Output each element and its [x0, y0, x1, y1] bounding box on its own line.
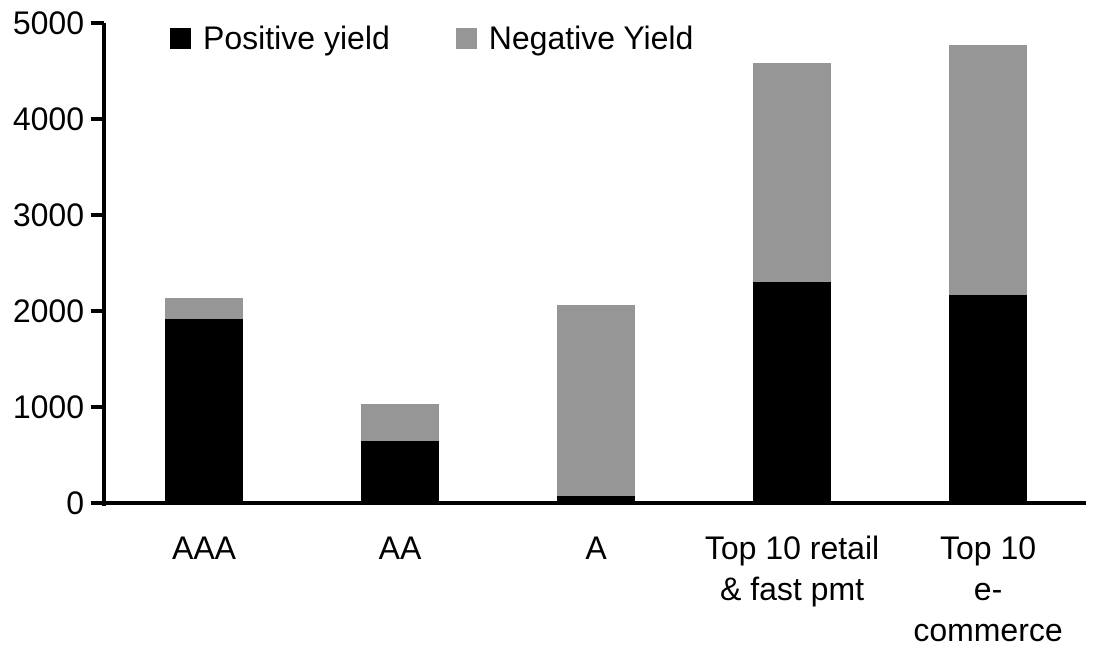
y-tick-4000 [91, 117, 104, 121]
bar-top-10-retail-fast-pmt [753, 63, 831, 501]
bar-segment-positive-yield-a [557, 496, 635, 501]
x-category-label-top-10-retail-fast-pmt: Top 10 retail & fast pmt [704, 530, 880, 607]
y-tick-3000 [91, 213, 104, 217]
y-tick-1000 [91, 405, 104, 409]
bar-segment-positive-yield-top-10-retail-fast-pmt [753, 282, 831, 501]
bar-aaa [165, 297, 243, 501]
x-category-label-top-10-e-commerce: Top 10 e-commerce [913, 530, 1063, 648]
y-tick-label-2000: 2000 [12, 293, 84, 329]
bar-segment-negative-yield-top-10-retail-fast-pmt [753, 63, 831, 283]
bar-segment-positive-yield-top-10-e-commerce [949, 295, 1027, 501]
plot-area [102, 23, 1086, 506]
legend-item-negative-yield: Negative Yield [455, 20, 694, 56]
y-axis-line [102, 23, 106, 506]
bar-segment-negative-yield-a [557, 305, 635, 497]
x-category-label-aaa: AAA [171, 530, 237, 566]
y-tick-label-0: 0 [66, 485, 84, 521]
y-tick-2000 [91, 309, 104, 313]
bar-top-10-e-commerce [949, 44, 1027, 501]
positive-yield-swatch-icon [170, 27, 191, 49]
bar-segment-positive-yield-aaa [165, 318, 243, 501]
bar-segment-negative-yield-aa [361, 404, 439, 441]
bar-segment-negative-yield-aaa [165, 297, 243, 319]
x-category-label-aa: AA [378, 530, 422, 566]
bar-segment-positive-yield-aa [361, 440, 439, 501]
y-tick-5000 [91, 21, 104, 25]
y-tick-label-3000: 3000 [12, 197, 84, 233]
bar-aa [361, 404, 439, 501]
legend-label-positive-yield: Positive yield [203, 20, 390, 56]
bar-segment-negative-yield-top-10-e-commerce [949, 44, 1027, 296]
legend-label-negative-yield: Negative Yield [488, 20, 694, 56]
y-tick-0 [91, 501, 104, 505]
x-category-label-a: A [585, 530, 607, 566]
x-axis-line [102, 501, 1086, 505]
y-tick-label-4000: 4000 [12, 101, 84, 137]
negative-yield-swatch-icon [455, 27, 477, 49]
legend: Positive yield Negative Yield [170, 20, 693, 56]
y-tick-label-1000: 1000 [12, 389, 84, 425]
y-tick-label-5000: 5000 [12, 5, 84, 41]
legend-item-positive-yield: Positive yield [170, 20, 390, 56]
bar-a [557, 305, 635, 501]
